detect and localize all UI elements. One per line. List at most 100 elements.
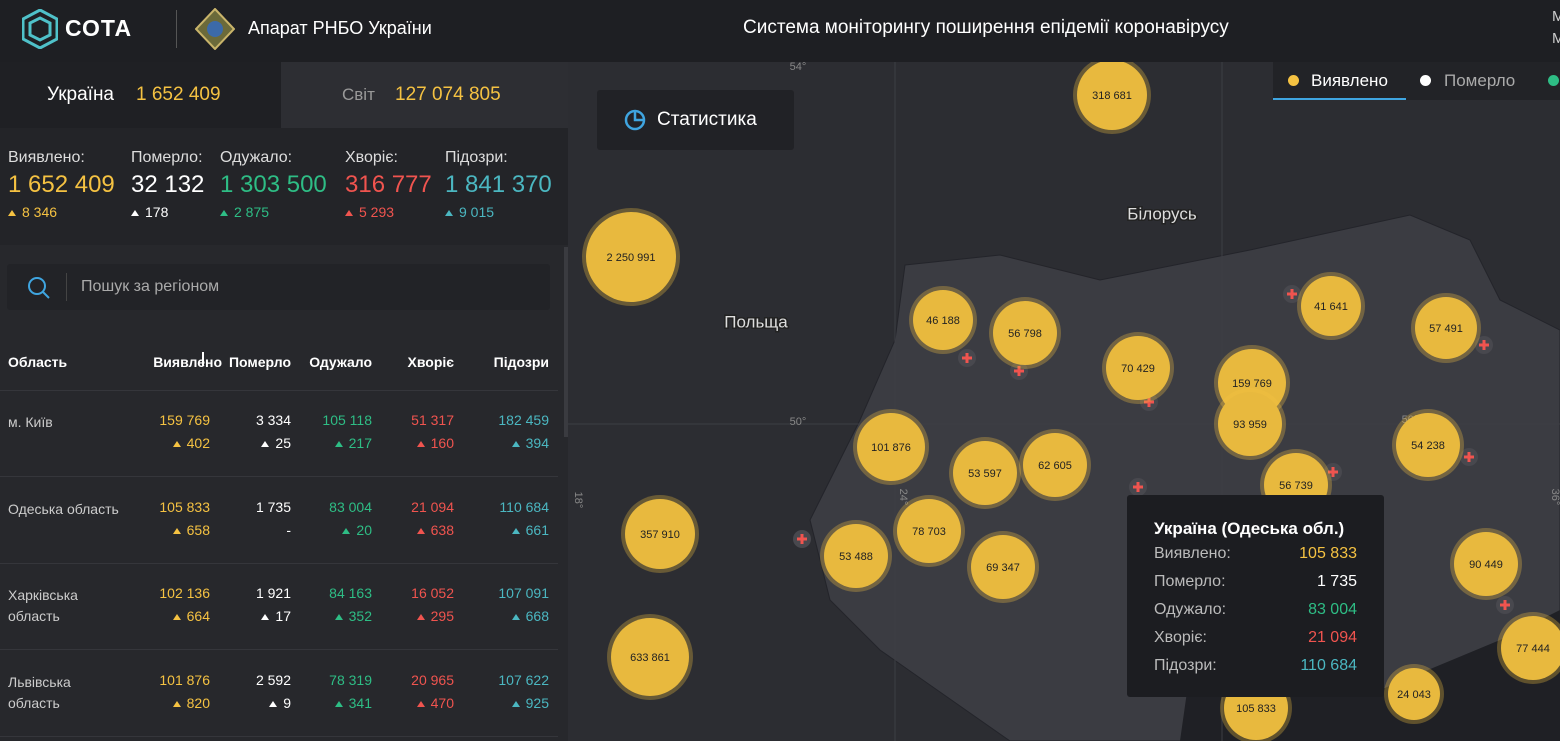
delta-value: 658 <box>186 521 210 538</box>
tooltip-label: Підозри: <box>1154 657 1217 674</box>
bubble-core <box>1218 392 1282 456</box>
legend-label[interactable]: Померло <box>1444 71 1516 90</box>
delta-value: 638 <box>430 521 454 538</box>
up-arrow <box>416 701 425 708</box>
bubble-label: 56 739 <box>1279 480 1313 492</box>
tab-value: 1 652 409 <box>136 84 221 105</box>
coord-label: 54° <box>790 62 807 73</box>
map-legend: Виявлено Померло <box>1273 62 1560 100</box>
region-name: Харківська область <box>8 587 78 625</box>
up-arrow <box>220 210 228 216</box>
delta-value: 295 <box>430 608 454 625</box>
bubble-label: 357 910 <box>640 529 680 541</box>
delta-value: 820 <box>186 695 210 712</box>
delta-value: 2 875 <box>234 204 270 220</box>
delta-value: 661 <box>525 521 549 538</box>
bubble-core <box>857 413 925 481</box>
region-name: Одеська область <box>8 500 119 517</box>
search-placeholder: Пошук за регіоном <box>81 278 220 295</box>
up-arrow <box>511 527 520 534</box>
row-divider <box>0 476 558 477</box>
cell-delta: 925 <box>511 695 549 712</box>
stat-delta: 9 015 <box>445 204 494 220</box>
bubble-core <box>897 499 961 563</box>
up-arrow <box>511 441 520 447</box>
hospital-cross <box>1133 482 1143 492</box>
cell-value: 83 004 <box>329 498 372 515</box>
edge-text: М <box>1552 8 1560 25</box>
bubble-label: 57 491 <box>1429 323 1463 335</box>
stats-panel: Виявлено: 1 652 409 8 346 Померло: 32 132 178… <box>0 128 568 245</box>
up-arrow <box>334 701 343 708</box>
up-arrow <box>334 441 343 447</box>
divider <box>176 10 177 48</box>
up-arrow <box>345 210 353 216</box>
bubble-label: 159 769 <box>1232 378 1272 390</box>
bubble-label: 46 188 <box>926 315 960 327</box>
delta-value: 341 <box>348 695 372 712</box>
delta-value: 664 <box>186 608 210 625</box>
bubble-label: 41 641 <box>1314 301 1348 313</box>
page-title: Система моніторингу поширення епідемії к… <box>743 17 1229 38</box>
up-arrow <box>172 527 181 534</box>
search-box[interactable]: Пошук за регіоном <box>7 264 550 310</box>
cell-value: 101 876 <box>159 672 210 689</box>
cell-delta: 352 <box>334 608 372 624</box>
tab-ukraine[interactable]: Україна 1 652 409 <box>0 62 281 128</box>
button-label: Статистика <box>657 109 757 130</box>
tooltip-title: Україна (Одеська обл.) <box>1154 519 1345 538</box>
delta-value: 9 <box>283 695 291 712</box>
tooltip-value: 21 094 <box>1308 629 1357 646</box>
stat-delta: 5 293 <box>345 204 394 220</box>
logo-text: СОТА <box>65 15 133 41</box>
bubble-core <box>824 524 888 588</box>
column-header: Підозри <box>493 354 549 370</box>
up-arrow <box>131 210 139 216</box>
delta-value: 470 <box>430 695 454 712</box>
stat-value: 32 132 <box>131 171 205 198</box>
hospital-cross <box>1144 397 1154 407</box>
tab-value: 127 074 805 <box>395 84 501 105</box>
bubble-label: 93 959 <box>1233 419 1267 431</box>
row-divider <box>0 562 558 564</box>
region-name: Львівська область <box>8 674 71 712</box>
bubble-label: 54 238 <box>1411 440 1445 452</box>
row-divider <box>0 390 558 391</box>
delta-value: - <box>286 521 291 538</box>
bubble-label: 56 798 <box>1008 328 1042 340</box>
bubble-label: 24 043 <box>1397 689 1431 701</box>
coord-label: 18° <box>572 492 584 509</box>
bubble-label: 105 833 <box>1236 703 1276 715</box>
cell-delta: 664 <box>172 608 210 625</box>
coord-label: 36° <box>1549 489 1560 506</box>
cell-delta: 9 <box>269 695 291 711</box>
stat-label: Хворіє: <box>345 149 398 166</box>
region-name: м. Київ <box>8 414 53 430</box>
stat-value: 1 652 409 <box>8 171 115 198</box>
cell-value: 51 317 <box>411 412 454 428</box>
column-header: Померло <box>228 354 291 370</box>
hospital-cross <box>1328 467 1338 477</box>
cell-delta: 668 <box>511 608 549 624</box>
cell-delta: 402 <box>172 435 210 451</box>
cell-value: 20 965 <box>411 672 454 689</box>
cell-value: 105 118 <box>322 412 372 428</box>
country-label: Білорусь <box>1127 204 1197 223</box>
legend-label[interactable]: Виявлено <box>1311 71 1388 90</box>
legend-underline <box>1273 98 1406 100</box>
stat-delta: 178 <box>131 204 168 220</box>
hospital-cross <box>797 534 807 544</box>
hospital-cross <box>1014 366 1024 376</box>
stats-button[interactable]: Статистика <box>597 90 794 150</box>
up-arrow <box>342 527 351 534</box>
logo-icon <box>22 9 58 49</box>
bubble-label: 53 597 <box>968 468 1002 480</box>
delta-value: 925 <box>525 695 549 712</box>
bubble-core <box>586 212 676 302</box>
tooltip-label: Хворіє: <box>1154 629 1207 646</box>
delta-value: 25 <box>275 435 291 451</box>
row-divider <box>0 736 558 738</box>
stat-label: Одужало: <box>220 149 293 166</box>
tab-world[interactable]: Світ 127 074 805 <box>281 62 568 128</box>
up-arrow <box>269 701 278 708</box>
